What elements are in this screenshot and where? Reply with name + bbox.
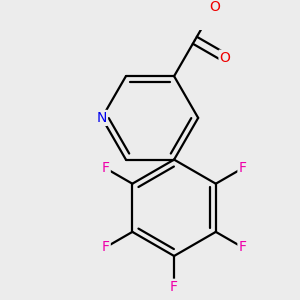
Text: O: O [220,51,230,64]
Text: O: O [209,0,220,14]
Text: F: F [238,161,247,175]
Text: F: F [238,240,247,254]
Text: F: F [170,280,178,294]
Text: F: F [102,240,110,254]
Text: N: N [97,111,107,125]
Text: F: F [102,161,110,175]
